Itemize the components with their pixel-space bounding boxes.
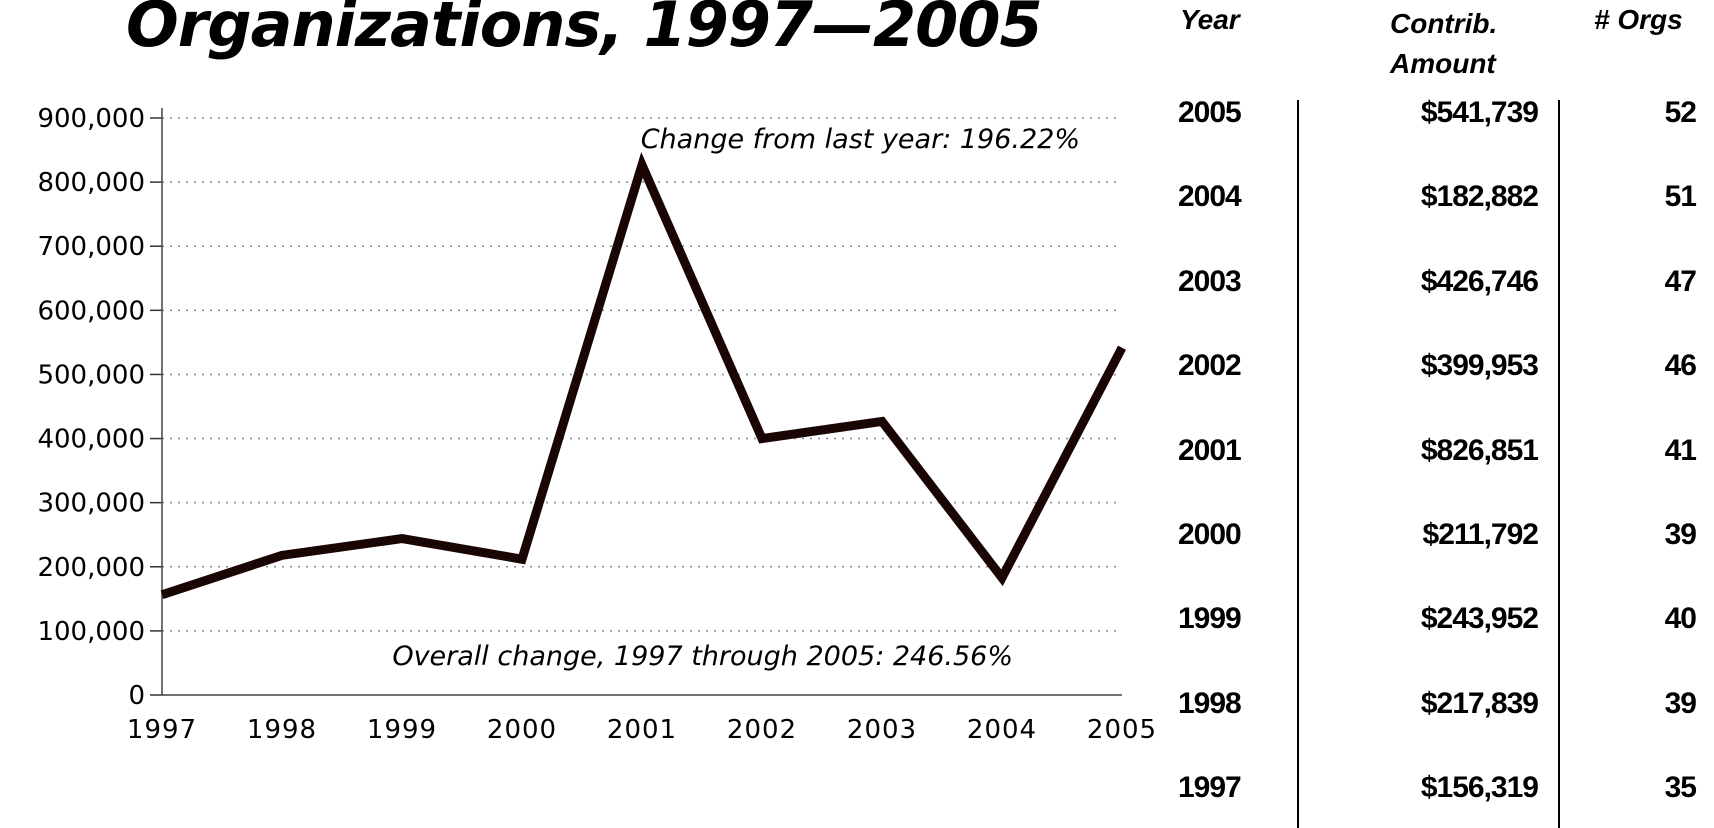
cell-orgs: 52 [1664,96,1697,129]
cell-amount: $426,746 [1420,264,1539,298]
table-divider-right [1558,100,1560,828]
cell-amount: $826,851 [1420,433,1539,467]
annotation-overall: Overall change, 1997 through 2005: 246.5… [392,641,1013,672]
cell-year: 1997 [1178,771,1242,805]
cell-year: 2000 [1178,518,1242,551]
cell-orgs: 41 [1664,433,1697,467]
cell-amount: $156,319 [1420,771,1539,805]
line-chart: 0 100,000 200,000 300,000 400,000 500,000 600,… [37,104,1157,745]
header-year: Year [1180,4,1240,35]
y-tick-label: 300,000 [37,489,145,519]
y-tick-label: 100,000 [37,617,145,647]
y-tick-label: 800,000 [37,168,145,198]
cell-orgs: 40 [1664,602,1697,636]
cell-amount: $182,882 [1420,180,1539,214]
cell-year: 2004 [1178,180,1242,214]
x-tick-label: 2005 [1087,715,1157,745]
x-tick-label: 2004 [967,715,1037,745]
cell-year: 1998 [1178,686,1242,720]
y-tick-label: 700,000 [37,232,145,262]
cell-year: 2003 [1178,264,1242,298]
header-amount-line1: Contrib. [1390,8,1498,39]
x-tick-label: 2002 [727,715,797,745]
cell-amount: $211,792 [1422,518,1539,551]
x-tick-label: 2001 [607,715,677,745]
cell-orgs: 47 [1664,264,1697,298]
y-tick-label: 200,000 [37,553,145,583]
cell-orgs: 46 [1664,349,1697,383]
x-tick-label: 1998 [247,715,317,745]
cell-amount: $399,953 [1420,349,1539,383]
annotation-last-year: Change from last year: 196.22% [641,124,1080,155]
table-divider-left [1297,100,1299,828]
header-amount-line2: Amount [1390,48,1496,79]
y-tick-label: 400,000 [37,425,145,455]
cell-orgs: 51 [1664,180,1697,214]
x-tick-label: 1997 [127,715,197,745]
y-tick-label: 600,000 [37,296,145,326]
cell-year: 1999 [1178,602,1242,636]
x-tick-label: 2000 [487,715,557,745]
cell-orgs: 39 [1664,518,1697,551]
cell-orgs: 39 [1664,686,1697,720]
cell-year: 2002 [1178,349,1242,383]
chart-title: Organizations, 1997—2005 [126,0,1043,61]
cell-amount: $217,839 [1420,686,1539,720]
y-tick-label: 900,000 [37,104,145,134]
cell-year: 2001 [1178,433,1242,467]
cell-year: 2005 [1178,96,1242,129]
x-tick-label: 2003 [847,715,917,745]
cell-orgs: 35 [1664,771,1697,805]
series-line [160,151,1126,600]
y-tick-label: 500,000 [37,360,145,390]
cell-amount: $541,739 [1420,96,1539,129]
y-tick-label: 0 [128,681,145,711]
x-tick-label: 1999 [367,715,437,745]
header-orgs: # Orgs [1594,4,1683,35]
cell-amount: $243,952 [1420,602,1539,636]
